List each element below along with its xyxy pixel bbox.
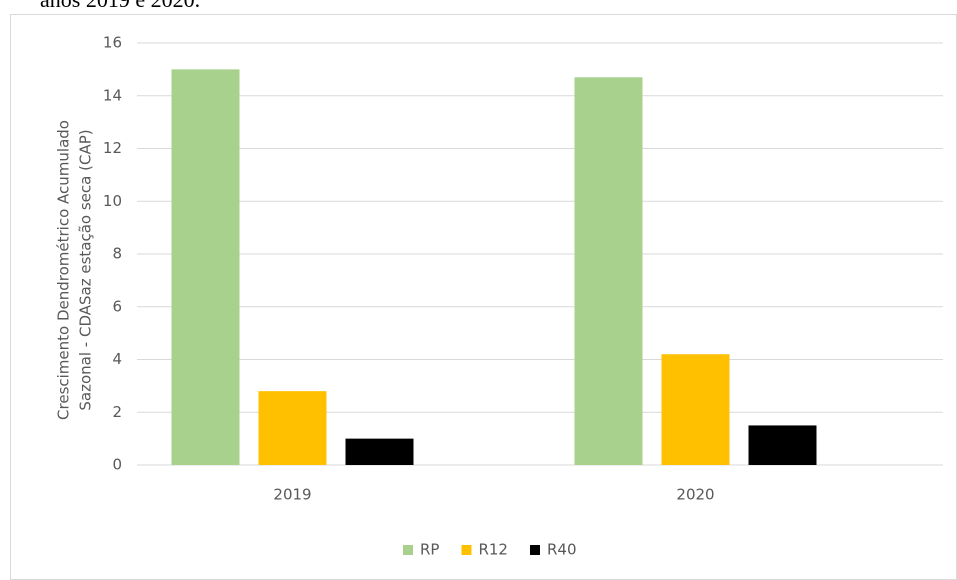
y-tick-label: 8 xyxy=(112,245,122,263)
bar xyxy=(574,77,643,465)
chart-border xyxy=(10,14,957,580)
x-tick-label: 2019 xyxy=(273,486,311,504)
legend-swatch xyxy=(403,545,413,555)
y-tick-label: 16 xyxy=(103,34,122,52)
legend-label: RP xyxy=(420,541,439,559)
bar xyxy=(345,438,414,465)
y-tick-label: 4 xyxy=(112,350,122,368)
bar xyxy=(171,69,240,465)
x-tick-label: 2020 xyxy=(676,486,714,504)
caption: anos 2019 e 2020. xyxy=(40,0,200,12)
y-tick-label: 2 xyxy=(112,403,122,421)
bar xyxy=(258,391,327,465)
legend-swatch xyxy=(461,545,472,555)
bar xyxy=(748,425,817,465)
y-tick-label: 12 xyxy=(103,139,122,157)
legend-label: R12 xyxy=(478,541,508,559)
y-axis-label: Crescimento Dendrométrico Acumulado xyxy=(55,120,73,420)
y-axis-label: Sazonal - CDASaz estação seca (CAP) xyxy=(77,129,95,410)
bar xyxy=(661,354,730,465)
y-tick-label: 6 xyxy=(112,297,122,315)
legend-label: R40 xyxy=(547,541,577,559)
y-tick-label: 10 xyxy=(103,192,122,210)
legend-swatch xyxy=(529,545,540,555)
y-tick-label: 0 xyxy=(112,456,122,474)
y-tick-label: 14 xyxy=(103,86,122,104)
